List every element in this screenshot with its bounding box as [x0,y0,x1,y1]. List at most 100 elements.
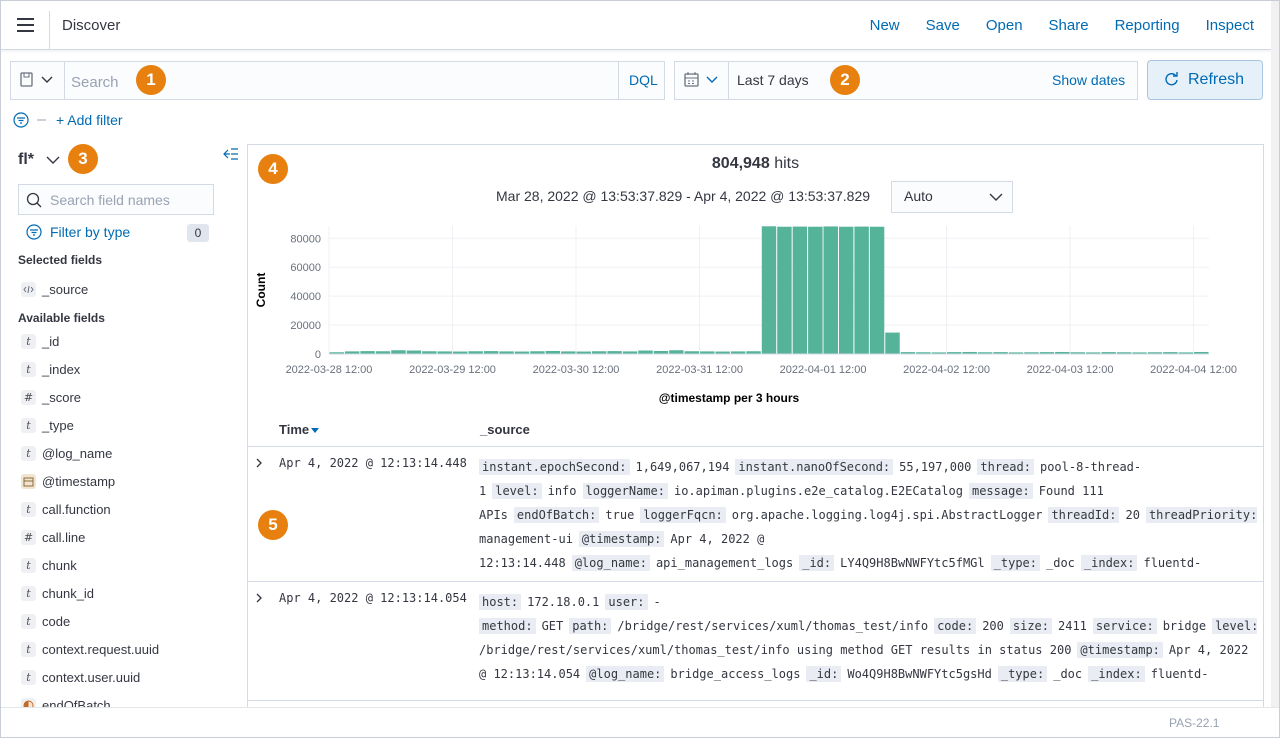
column-header[interactable]: Time [279,422,309,437]
language-toggle[interactable]: DQL [629,72,658,88]
interval-value: Auto [904,188,933,204]
row-source: host:172.18.0.1user:-method:GETpath:/bri… [479,590,1257,686]
field-key: _type: [998,666,1047,682]
field-item[interactable]: @timestamp [21,471,115,491]
expand-toggle[interactable] [254,591,264,609]
divider [64,61,65,100]
field-name: call.function [42,502,111,517]
field-type-icon: # [21,530,36,545]
search-input[interactable]: Search [71,74,119,91]
field-name: _score [42,390,81,405]
field-value: LY4Q9H8BwNWFYtc5fMGl [840,556,985,570]
field-item[interactable]: t@log_name [21,443,112,463]
expand-toggle[interactable] [254,456,264,474]
field-key: threadId: [1048,507,1119,523]
field-item[interactable]: _source [21,279,88,299]
field-key: instant.epochSecond: [479,459,630,475]
field-value: _doc [1053,667,1082,681]
scrollbar[interactable] [1271,1,1280,707]
bar [391,350,405,354]
footer [1,707,1280,738]
filter-by-type[interactable]: Filter by type [50,224,130,240]
field-value: api_management_logs [656,556,793,570]
field-type-icon: t [21,362,36,377]
menu-item[interactable]: Save [926,17,960,34]
field-value: 200 [982,619,1004,633]
column-label: Time [279,422,309,437]
field-item[interactable]: t _type [21,415,74,435]
field-item[interactable]: endOfBatch [21,695,111,707]
x-tick-label: 2022-03-29 12:00 [409,364,496,376]
bar [407,351,421,354]
field-item[interactable]: t_index [21,359,80,379]
menu-item[interactable]: New [870,17,900,34]
filter-options[interactable] [13,112,49,128]
callout: 1 [136,65,166,95]
field-value: Wo4Q9H8BwNWFYtc5gsHd [847,667,992,681]
field-name: @log_name [42,446,112,461]
hits: 804,948 hits [247,155,1264,173]
y-tick-label: 20000 [290,320,321,332]
field-key: user: [605,594,647,610]
field-item[interactable]: t context.request.uuid [21,639,159,659]
field-item[interactable]: #_score [21,387,81,407]
index-chevron[interactable] [46,155,60,165]
bar [839,227,853,354]
index-pattern[interactable]: fl* [18,151,34,169]
quick-menu-button[interactable] [684,72,720,88]
field-key: _id: [799,555,834,571]
field-key: _index: [1081,555,1138,571]
field-type-icon: t [21,642,36,657]
page-title: Discover [62,17,120,34]
field-name: _type [42,418,74,433]
add-filter[interactable]: + Add filter [56,112,123,128]
saved-query-button[interactable] [20,72,56,88]
field-key: level: [1212,618,1257,634]
bar [793,227,807,354]
field-item[interactable]: t_id [21,331,59,351]
field-type-icon: t [21,334,36,349]
field-key: @log_name: [586,666,664,682]
field-name: context.request.uuid [42,642,159,657]
field-value: - [654,595,661,609]
collapse-sidebar[interactable] [223,147,239,161]
field-type-icon: t [21,418,36,433]
field-item[interactable]: #call.line [21,527,85,547]
x-tick-label: 2022-04-04 12:00 [1150,364,1237,376]
time-range[interactable]: Last 7 days [737,72,809,88]
field-key: instant.nanoOfSecond: [735,459,893,475]
sort-icon[interactable] [311,428,319,434]
filter-type-icon [26,224,42,240]
menu-item[interactable]: Inspect [1206,17,1254,34]
field-item[interactable]: tchunk [21,555,77,575]
menu-item[interactable]: Open [986,17,1023,34]
menu-item[interactable]: Reporting [1115,17,1180,34]
field-item[interactable]: tcall.function [21,499,111,519]
field-key: host: [479,594,521,610]
field-value: /bridge/rest/services/xuml/thomas_test/i… [617,619,928,633]
field-item[interactable]: tcode [21,611,70,631]
show-dates[interactable]: Show dates [1052,72,1125,88]
field-name: chunk [42,558,77,573]
section-heading: Available fields [18,311,105,325]
menu-icon[interactable] [17,18,35,32]
field-type-icon: t [21,614,36,629]
field-type-icon [21,282,36,297]
section-heading: Selected fields [18,253,102,267]
field-name: @timestamp [42,474,115,489]
histogram: 0200004000060000800002022-03-28 12:00202… [247,211,1257,411]
x-tick-label: 2022-03-30 12:00 [533,364,620,376]
x-tick-label: 2022-03-28 12:00 [286,364,373,376]
field-key: code: [934,618,976,634]
divider [49,11,50,49]
field-key: @timestamp: [579,531,664,547]
field-value: org.apache.logging.log4j.spi.AbstractLog… [732,508,1043,522]
menu-item[interactable]: Share [1049,17,1089,34]
field-item[interactable]: tchunk_id [21,583,94,603]
y-tick-label: 80000 [290,233,321,245]
x-tick-label: 2022-04-01 12:00 [780,364,867,376]
field-key: endOfBatch: [514,507,599,523]
field-item[interactable]: tcontext.user.uuid [21,667,140,687]
callout: 3 [68,144,98,174]
search-icon [26,192,42,208]
